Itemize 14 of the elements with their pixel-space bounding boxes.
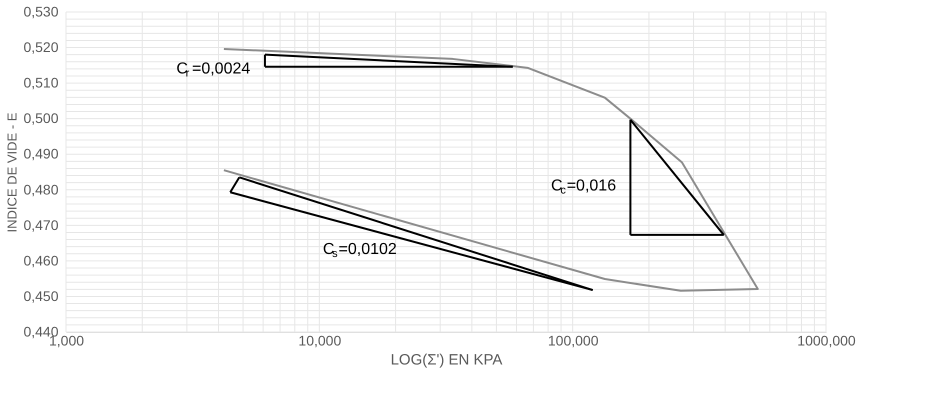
x-tick-label: 100,000: [548, 332, 599, 348]
y-tick-label: 0,480: [23, 181, 59, 198]
y-tick-label: 0,490: [23, 146, 59, 162]
x-tick-label: 1000,000: [797, 332, 856, 348]
y-tick-label: 0,500: [23, 110, 59, 126]
y-tick-label: 0,530: [23, 4, 59, 20]
y-tick-label: 0,460: [23, 252, 59, 268]
y-tick-label: 0,450: [23, 288, 59, 304]
y-axis-title: INDICE DE VIDE - E: [4, 112, 20, 232]
y-tick-label: 0,510: [23, 74, 59, 91]
y-tick-label: 0,470: [23, 216, 59, 233]
x-tick-label: 10,000: [298, 332, 342, 348]
x-axis-title: LOG(Σ') EN KPA: [390, 352, 502, 368]
y-tick-label: 0,520: [23, 39, 59, 56]
